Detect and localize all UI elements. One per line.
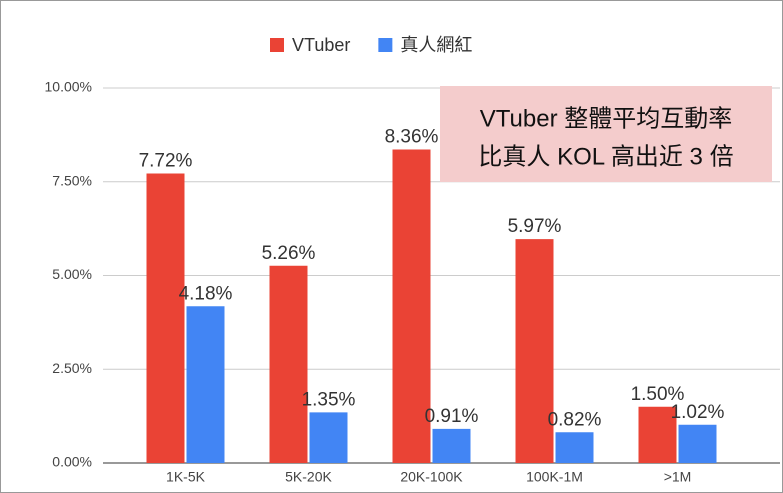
value-label: 0.82% (548, 409, 602, 430)
x-tick-label: 20K-100K (400, 469, 463, 485)
annotation-text: VTuber 整體平均互動率 (480, 105, 732, 132)
value-label: 5.97% (508, 216, 562, 237)
value-label: 8.36% (385, 127, 439, 148)
bar (186, 306, 225, 463)
bar (678, 424, 717, 463)
value-label: 1.35% (302, 389, 356, 410)
legend-label: 真人網紅 (400, 35, 472, 55)
value-label: 1.02% (671, 402, 725, 423)
bar (515, 239, 554, 463)
bar (269, 265, 308, 463)
value-label: 0.91% (425, 406, 479, 427)
x-tick-label: >1M (664, 469, 692, 485)
y-tick-label: 0.00% (52, 454, 92, 470)
y-tick-label: 10.00% (45, 79, 92, 95)
value-label: 7.72% (139, 151, 193, 172)
value-label: 1.50% (631, 384, 685, 405)
y-tick-label: 7.50% (52, 172, 92, 188)
bar (555, 432, 594, 463)
y-tick-label: 2.50% (52, 360, 92, 376)
x-tick-label: 100K-1M (526, 469, 583, 485)
value-label: 4.18% (179, 283, 233, 304)
legend-swatch (270, 38, 284, 52)
bar (392, 149, 431, 463)
bar (638, 406, 677, 463)
bar (309, 412, 348, 463)
x-tick-label: 1K-5K (166, 469, 206, 485)
annotation-box (440, 86, 772, 182)
x-tick-label: 5K-20K (285, 469, 332, 485)
y-tick-label: 5.00% (52, 266, 92, 282)
legend-swatch (378, 38, 393, 52)
annotation-text: 比真人 KOL 高出近 3 倍 (478, 143, 733, 170)
legend-label: VTuber (292, 35, 350, 55)
value-label: 5.26% (262, 243, 316, 264)
bar (146, 173, 185, 463)
bar (432, 428, 471, 463)
